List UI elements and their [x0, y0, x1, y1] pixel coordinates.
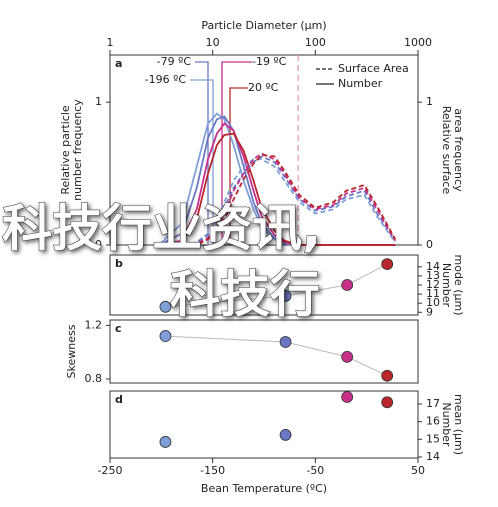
axis-title: Number: [440, 263, 453, 308]
axis-title: Relative surface: [440, 106, 453, 195]
x-tick-label: 1000: [404, 36, 432, 49]
axis-title: Particle Diameter (μm): [201, 19, 326, 32]
x-tick-label: 100: [305, 36, 326, 49]
y-tick-label: 9: [426, 305, 433, 318]
y-tick-label: 1: [95, 95, 102, 108]
point: [159, 436, 172, 448]
y-tick-label: 14: [426, 260, 440, 273]
point: [159, 300, 172, 313]
point: [381, 396, 394, 409]
legend-label: Surface Area: [338, 62, 409, 75]
x-tick-label: -50: [306, 464, 324, 477]
trend-line: [165, 335, 388, 377]
axis-title: Skewness: [65, 324, 78, 378]
y-tick-label: 15: [426, 432, 440, 445]
annotation: -19 ºC: [252, 55, 287, 68]
watermark: 科技行业资讯,: [2, 200, 321, 258]
point: [381, 369, 394, 382]
panel-frame: [109, 319, 419, 384]
watermark: 科技行: [170, 266, 320, 324]
y-tick-label: 16: [426, 415, 440, 428]
y-tick-label: 0: [426, 238, 433, 251]
axis-title: number frequency: [71, 99, 84, 201]
axis-title: Relative particle: [59, 105, 72, 195]
legend-label: Number: [338, 77, 383, 90]
x-tick-label: -150: [200, 464, 225, 477]
annotation: -196 ºC: [145, 73, 187, 86]
y-tick-label: 17: [426, 397, 440, 410]
panel-frame: [109, 390, 419, 459]
legend-box: [312, 61, 416, 93]
leader-line: [195, 61, 209, 245]
panel-frame: [109, 54, 419, 246]
axis-title: mean (μm): [452, 394, 465, 455]
y-tick-label: 1.2: [85, 318, 103, 331]
point: [159, 330, 172, 342]
point: [381, 258, 394, 270]
x-tick-label: 1: [107, 36, 114, 49]
y-tick-label: 10: [426, 296, 440, 309]
point: [341, 279, 354, 291]
series-line: [158, 152, 397, 246]
panel-label: c: [115, 322, 122, 335]
x-tick-label: -250: [98, 464, 123, 477]
y-tick-label: 14: [426, 450, 440, 463]
point: [341, 391, 354, 403]
y-tick-label: 0: [95, 238, 102, 251]
leader-line: [221, 61, 252, 245]
axis-title: Bean Temperature (ºC): [201, 482, 327, 495]
panel-label: a: [115, 57, 122, 70]
x-tick-label: 10: [206, 36, 220, 49]
series-line: [158, 154, 397, 246]
y-tick-label: 13: [426, 269, 440, 282]
axis-title: mode (μm): [452, 255, 465, 316]
point: [341, 350, 354, 363]
panel-label: d: [115, 393, 123, 406]
annotation: 20 ºC: [248, 81, 279, 94]
point: [279, 429, 292, 441]
panel-label: b: [115, 257, 123, 270]
trend-line: [165, 263, 388, 308]
y-tick-label: 1: [426, 95, 433, 108]
point: [279, 290, 292, 302]
axis-title: Number: [440, 402, 453, 447]
y-tick-label: 11: [426, 287, 440, 300]
y-tick-label: 12: [426, 278, 440, 291]
series-line: [158, 132, 396, 246]
leader-line: [229, 87, 248, 245]
series-line: [158, 155, 396, 246]
point: [279, 336, 292, 348]
y-tick-label: 0.8: [85, 372, 103, 385]
leader-line: [190, 79, 214, 245]
annotation: -79 ºC: [157, 55, 192, 68]
axis-title: area frequency: [452, 108, 465, 192]
x-tick-label: 50: [411, 464, 425, 477]
